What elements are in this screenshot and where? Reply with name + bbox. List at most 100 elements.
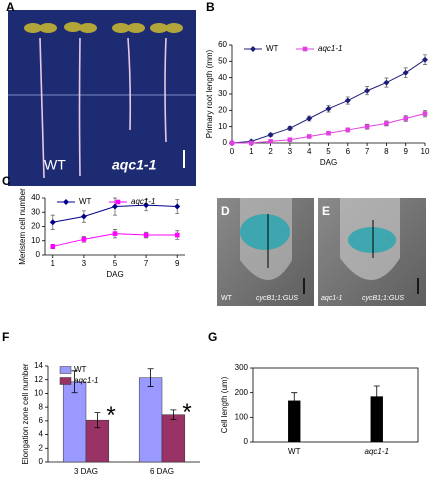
error-bar <box>373 385 380 408</box>
y-axis-label: Primary root length (mm) <box>205 49 214 138</box>
point <box>50 244 56 249</box>
point <box>249 140 254 146</box>
x-tick-label: 9 <box>175 259 180 268</box>
y-tick-label: 14 <box>34 361 43 370</box>
y-tick-label: 2 <box>39 443 44 452</box>
x-axis-label: DAG <box>106 270 123 279</box>
bar <box>62 381 87 463</box>
panel-label: G <box>208 330 217 344</box>
y-tick-label: 0 <box>36 250 41 259</box>
y-tick-label: 6 <box>39 416 44 425</box>
bar <box>161 414 186 463</box>
y-tick-label: 30 <box>218 89 227 98</box>
legend-swatch <box>59 377 72 385</box>
point <box>306 134 312 139</box>
panel-label: D <box>221 204 230 218</box>
point <box>112 203 118 210</box>
legend-label: aqc1-1 <box>131 197 155 206</box>
point <box>364 87 371 94</box>
photo-label: cycB1;1:GUS <box>362 295 404 302</box>
x-tick-label: 4 <box>307 147 312 156</box>
y-tick-label: 50 <box>218 56 227 65</box>
error-bar <box>147 368 154 387</box>
bar <box>288 400 301 442</box>
photo-label: WT <box>221 295 233 302</box>
panel-label: B <box>206 0 215 14</box>
series-line <box>231 59 426 144</box>
photo-label: aqc1-1 <box>112 157 157 173</box>
y-tick-label: 0 <box>244 437 249 446</box>
y-tick-label: 10 <box>218 122 227 131</box>
photo-label: aqc1-1 <box>321 295 343 302</box>
x-tick-label: 8 <box>384 147 389 156</box>
x-tick-label: 3 DAG <box>74 467 98 476</box>
y-axis-label: Meristem cell number <box>18 188 27 265</box>
plot-frame <box>252 367 419 443</box>
point <box>325 105 332 112</box>
point <box>112 231 118 236</box>
x-tick-label: aqc1-1 <box>365 447 389 456</box>
photo-d: WT cycB1;1:GUS <box>217 198 314 306</box>
point <box>364 124 370 129</box>
x-tick-label: WT <box>288 447 301 456</box>
point <box>383 79 390 86</box>
point <box>286 125 293 132</box>
photo-e: aqc1-1 cycB1;1:GUS <box>318 198 426 306</box>
legend-label: WT <box>266 44 279 53</box>
panel-label: E <box>322 204 330 218</box>
x-tick-label: 5 <box>113 259 118 268</box>
y-tick-label: 12 <box>34 375 43 384</box>
point <box>302 46 308 52</box>
y-tick-label: 200 <box>235 388 249 397</box>
bar <box>138 377 163 463</box>
x-tick-label: 6 <box>346 147 351 156</box>
y-tick-label: 20 <box>218 105 227 114</box>
point <box>422 111 428 116</box>
x-tick-label: 2 <box>268 147 273 156</box>
annotation: * <box>106 402 115 429</box>
y-tick-label: 60 <box>218 40 227 49</box>
point <box>345 127 351 133</box>
point <box>174 232 180 238</box>
photo-label: cycB1;1:GUS <box>256 295 298 302</box>
point <box>174 203 181 210</box>
y-tick-label: 40 <box>218 73 227 82</box>
point <box>250 46 256 52</box>
photo-a: WT aqc1-1 <box>8 10 196 186</box>
point <box>143 202 150 209</box>
error-bar <box>170 409 177 420</box>
bar <box>370 396 383 442</box>
y-axis-label: Cell length (um) <box>220 376 229 433</box>
y-tick-label: 8 <box>39 402 44 411</box>
x-tick-label: 3 <box>288 147 293 156</box>
x-tick-label: 7 <box>365 147 370 156</box>
y-tick-label: 0 <box>39 457 44 466</box>
legend-label: aqc1-1 <box>74 376 98 385</box>
y-axis-label: Elongation zone cell number <box>21 363 30 464</box>
point <box>63 199 69 205</box>
point <box>229 140 235 146</box>
panel-label: C <box>2 174 11 188</box>
point <box>143 232 149 238</box>
y-tick-label: 4 <box>39 430 44 439</box>
y-tick-label: 10 <box>34 389 43 398</box>
point <box>422 56 428 63</box>
legend-label: WT <box>74 365 87 374</box>
x-tick-label: 6 DAG <box>150 467 174 476</box>
y-tick-label: 0 <box>223 138 228 147</box>
point <box>403 116 408 121</box>
point <box>268 139 273 144</box>
x-tick-label: 9 <box>403 147 408 156</box>
x-tick-label: 1 <box>51 259 56 268</box>
legend-label: aqc1-1 <box>318 44 342 53</box>
point <box>49 219 56 226</box>
y-tick-label: 300 <box>235 363 249 372</box>
panel-label: F <box>2 330 9 344</box>
y-tick-label: 100 <box>235 412 249 421</box>
x-axis-label: DAG <box>320 158 337 167</box>
error-bar <box>94 412 101 429</box>
x-tick-label: 1 <box>249 147 254 156</box>
point <box>384 121 389 126</box>
legend-label: WT <box>79 197 92 206</box>
